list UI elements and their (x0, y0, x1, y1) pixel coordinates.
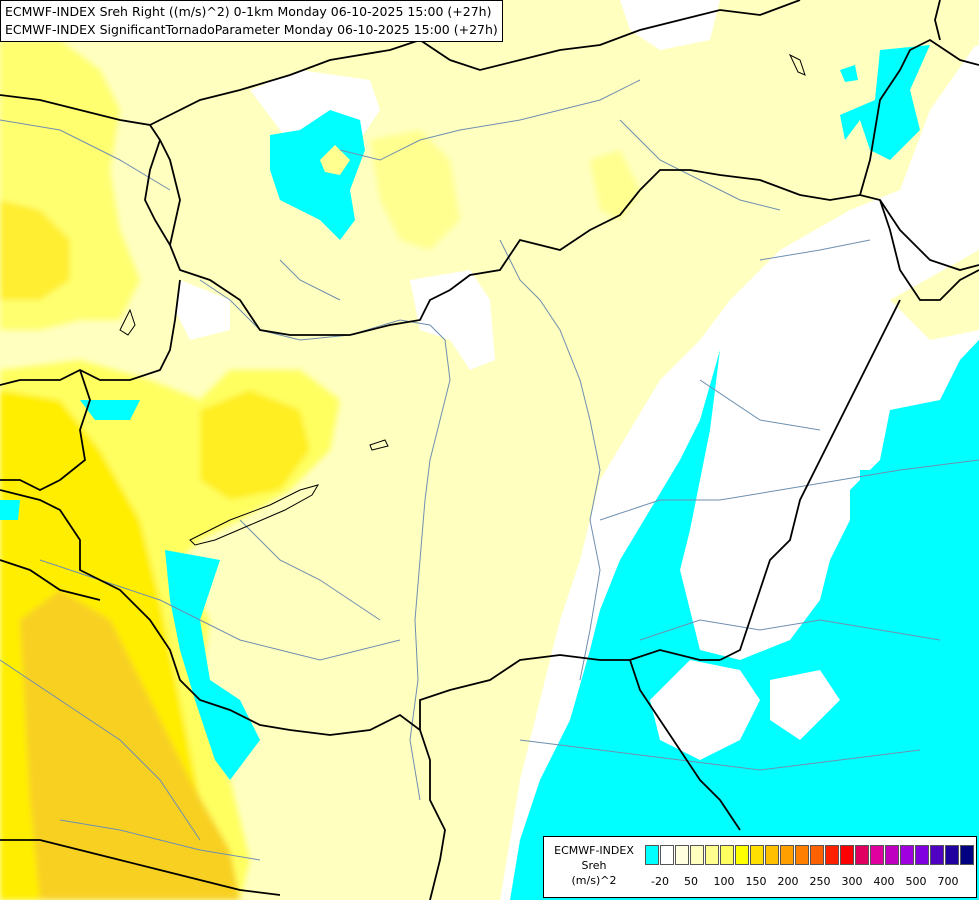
legend-swatch (765, 845, 779, 865)
legend-swatch (780, 845, 794, 865)
legend-swatch (930, 845, 944, 865)
legend-swatch (810, 845, 824, 865)
legend-title-line-2: Sreh (581, 859, 607, 872)
map-title-line-1: ECMWF-INDEX Sreh Right ((m/s)^2) 0-1km M… (5, 4, 492, 19)
legend-title-line-3: (m/s)^2 (571, 874, 617, 887)
legend-swatch (885, 845, 899, 865)
legend-label: 500 (905, 875, 927, 888)
rivers (0, 79, 979, 861)
legend-swatch (900, 845, 914, 865)
legend-swatch (660, 845, 674, 865)
field-cyan (0, 45, 979, 900)
legend-label: 400 (873, 875, 895, 888)
legend-title: ECMWF-INDEX Sreh (m/s)^2 (544, 843, 644, 888)
legend-swatch (795, 845, 809, 865)
legend-swatch (825, 845, 839, 865)
legend-title-line-1: ECMWF-INDEX (554, 844, 634, 857)
legend-swatch (750, 845, 764, 865)
field-yellow (0, 40, 640, 900)
legend-label: 200 (777, 875, 799, 888)
lakes (119, 53, 806, 546)
legend-swatch (645, 845, 659, 865)
legend-swatch (855, 845, 869, 865)
legend-swatch (960, 845, 974, 865)
legend-label: 700 (937, 875, 959, 888)
legend-swatch (840, 845, 854, 865)
legend-swatch (915, 845, 929, 865)
color-legend: ECMWF-INDEX Sreh (m/s)^2 -20 50 100 150 200 2… (543, 836, 977, 898)
map-title-box: ECMWF-INDEX Sreh Right ((m/s)^2) 0-1km M… (0, 0, 503, 42)
legend-label: -20 (651, 875, 669, 888)
legend-swatch (945, 845, 959, 865)
legend-label: 300 (841, 875, 863, 888)
legend-swatch (705, 845, 719, 865)
legend-swatch (720, 845, 734, 865)
legend-labels: -20 50 100 150 200 250 300 400 500 700 (645, 875, 975, 891)
legend-label: 50 (684, 875, 698, 888)
field-white-patches (175, 0, 720, 370)
legend-swatch (870, 845, 884, 865)
legend-label: 100 (713, 875, 735, 888)
legend-label: 150 (745, 875, 767, 888)
legend-swatch (690, 845, 704, 865)
legend-label: 250 (809, 875, 831, 888)
legend-swatch (735, 845, 749, 865)
legend-swatch (675, 845, 689, 865)
map-title-line-2: ECMWF-INDEX SignificantTornadoParameter … (5, 22, 498, 37)
